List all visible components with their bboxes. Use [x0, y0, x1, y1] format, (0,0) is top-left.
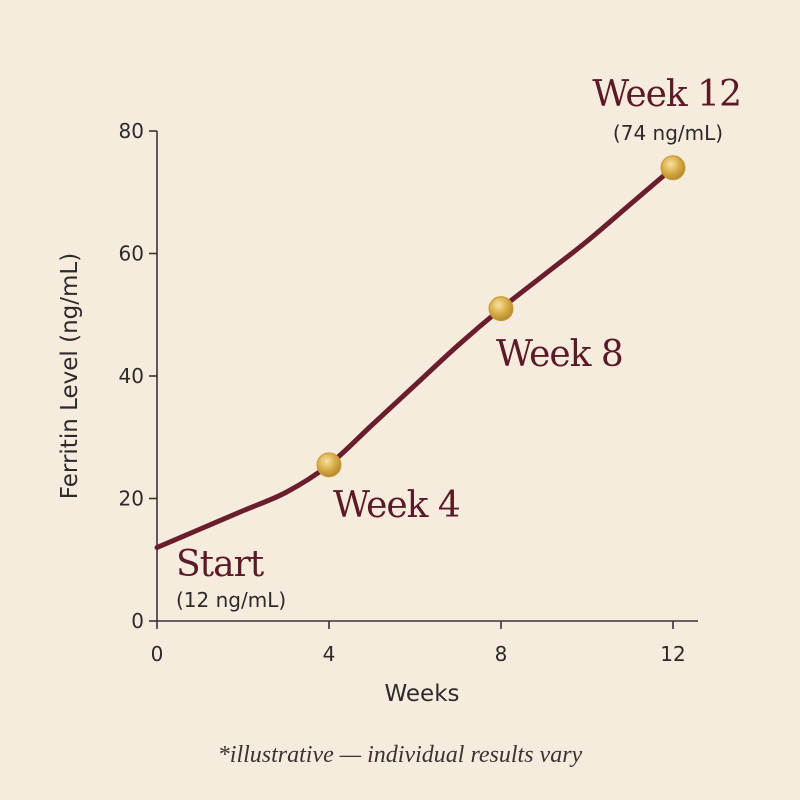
annotation-start: Start (12 ng/mL): [176, 544, 286, 612]
annotation-start-title: Start: [176, 544, 265, 585]
x-ticks: 0 4 8 12: [151, 621, 686, 666]
x-axis-title: Weeks: [385, 681, 460, 707]
x-tick-label: 0: [151, 642, 164, 666]
y-tick-label: 60: [119, 242, 144, 266]
x-tick-label: 12: [660, 642, 685, 666]
y-ticks: 0 20 40 60 80: [119, 119, 157, 633]
y-tick-label: 0: [131, 609, 144, 633]
markers: [316, 155, 686, 478]
ferritin-series-line: [154, 165, 676, 550]
annotation-start-subtitle: (12 ng/mL): [176, 588, 286, 612]
annotation-week8-title: Week 8: [496, 334, 623, 375]
annotation-week4: Week 4: [333, 485, 461, 526]
data-point-marker: [316, 452, 342, 478]
annotation-week12-subtitle: (74 ng/mL): [613, 121, 723, 145]
y-axis-title: Ferritin Level (ng/mL): [57, 253, 83, 499]
annotation-week4-title: Week 4: [333, 485, 460, 526]
data-point-marker: [660, 155, 686, 181]
x-tick-label: 8: [495, 642, 508, 666]
y-tick-label: 80: [119, 119, 144, 143]
illustrative-note: *illustrative — individual results vary: [218, 742, 583, 768]
x-tick-label: 4: [323, 642, 336, 666]
data-point-marker: [488, 296, 514, 322]
y-tick-label: 40: [119, 364, 144, 388]
annotation-week12: Week 12 (74 ng/mL): [592, 74, 742, 145]
annotation-week8: Week 8: [496, 334, 624, 375]
annotation-week12-title: Week 12: [592, 74, 741, 115]
y-tick-label: 20: [119, 487, 144, 511]
